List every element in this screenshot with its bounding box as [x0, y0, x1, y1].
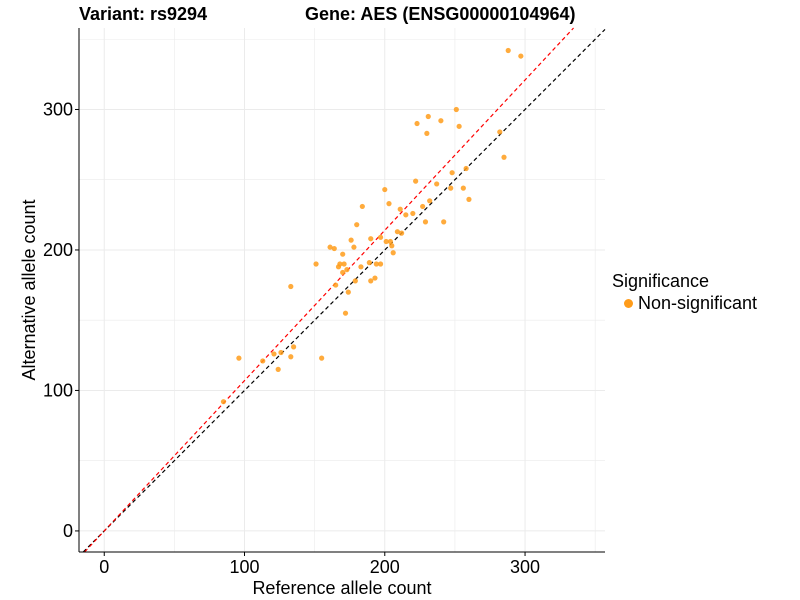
- legend-item-label: Non-significant: [638, 293, 758, 313]
- data-point: [236, 355, 242, 361]
- tick-labels: 0 100 200 300 0 100 200 300: [43, 99, 540, 577]
- data-point: [438, 118, 444, 124]
- y-axis-title: Alternative allele count: [19, 199, 39, 380]
- data-point: [403, 212, 409, 218]
- variant-title: Variant: rs9294: [79, 4, 208, 24]
- data-point: [427, 198, 433, 204]
- data-point: [327, 244, 333, 250]
- data-point: [271, 351, 277, 357]
- data-point: [278, 349, 284, 356]
- data-point: [358, 264, 364, 270]
- y-tick-label: 0: [63, 521, 73, 541]
- data-point: [220, 399, 227, 405]
- data-point: [359, 203, 365, 210]
- data-point: [386, 201, 392, 207]
- data-point: [354, 222, 360, 228]
- data-point: [460, 185, 466, 191]
- data-point: [331, 245, 337, 252]
- data-point: [342, 310, 349, 316]
- data-point: [425, 113, 431, 120]
- data-point: [466, 196, 472, 202]
- data-point: [340, 269, 346, 276]
- legend-title: Significance: [612, 271, 710, 291]
- data-point: [373, 261, 379, 267]
- data-point: [319, 355, 325, 361]
- data-point: [414, 120, 420, 127]
- data-point: [397, 206, 403, 212]
- data-points: [220, 47, 524, 405]
- data-point: [368, 278, 374, 284]
- data-point: [352, 278, 358, 284]
- data-point: [372, 275, 378, 281]
- data-point: [366, 260, 372, 266]
- data-point: [348, 237, 354, 243]
- data-point: [340, 251, 346, 257]
- data-point: [383, 238, 389, 245]
- data-point: [345, 289, 351, 295]
- data-point: [333, 282, 339, 288]
- data-point: [337, 261, 343, 267]
- data-point: [377, 261, 384, 267]
- data-point: [497, 129, 503, 135]
- data-point: [313, 261, 319, 267]
- data-point: [351, 244, 357, 250]
- x-tick-label: 100: [229, 557, 259, 577]
- reference-line: [82, 28, 606, 553]
- grid-lines: [79, 28, 605, 552]
- reference-lines: [82, 27, 606, 553]
- data-point: [448, 185, 454, 191]
- data-point: [291, 344, 297, 350]
- legend-item-non-significant: Non-significant: [612, 293, 757, 314]
- data-point: [434, 181, 440, 187]
- data-point: [288, 283, 294, 290]
- data-point: [394, 229, 401, 235]
- data-point: [344, 267, 350, 273]
- data-point: [518, 53, 524, 59]
- data-point: [422, 219, 429, 225]
- x-axis-title: Reference allele count: [252, 578, 431, 598]
- y-tick-label: 200: [43, 240, 73, 260]
- reference-line: [84, 27, 574, 553]
- data-point: [420, 203, 426, 210]
- data-point: [505, 47, 511, 54]
- data-point: [368, 236, 374, 242]
- legend: Significance Non-significant: [612, 271, 757, 314]
- data-point: [389, 243, 395, 249]
- data-point: [413, 178, 419, 184]
- data-point: [390, 250, 396, 256]
- x-tick-label: 300: [510, 557, 540, 577]
- data-point: [501, 154, 507, 160]
- data-point: [260, 358, 266, 364]
- data-point: [382, 186, 388, 193]
- gene-title: Gene: AES (ENSG00000104964): [305, 4, 576, 24]
- axes: [78, 28, 605, 553]
- y-tick-label: 300: [43, 99, 73, 119]
- data-point: [341, 261, 347, 267]
- data-point: [453, 106, 459, 113]
- data-point: [449, 170, 455, 176]
- x-tick-label: 0: [99, 557, 109, 577]
- data-point: [275, 366, 281, 372]
- data-point: [463, 165, 469, 172]
- data-point: [410, 210, 416, 217]
- data-point: [441, 219, 447, 225]
- data-point: [399, 230, 405, 236]
- y-tick-label: 100: [43, 380, 73, 400]
- data-point: [288, 354, 294, 360]
- data-point: [387, 238, 393, 245]
- data-point: [424, 130, 430, 136]
- data-point: [377, 234, 384, 240]
- legend-dot-icon: [624, 299, 633, 308]
- data-point: [456, 123, 462, 129]
- x-tick-label: 200: [370, 557, 400, 577]
